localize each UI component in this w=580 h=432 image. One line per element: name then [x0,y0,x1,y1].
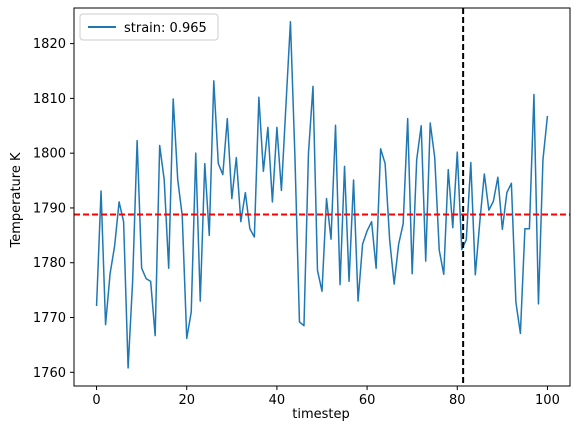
series-line-0 [95,20,549,369]
y-tick-label-1780: 1780 [33,256,66,271]
x-axis-label: timestep [292,407,350,422]
x-tick-label-40: 40 [269,393,286,408]
x-tick-label-100: 100 [535,393,560,408]
y-tick-label-1820: 1820 [33,37,66,52]
y-tick-label-1790: 1790 [33,201,66,216]
plot-area: 0 20 40 60 80 100 1760 1770 1780 1790 1800 1810 1820… [33,7,571,408]
y-tick-label-1770: 1770 [33,311,66,326]
y-tick-label-1810: 1810 [33,92,66,107]
legend-label-0: strain: 0.965 [124,21,207,36]
x-tick-label-60: 60 [359,393,376,408]
plot-frame [73,7,571,387]
x-tick-label-20: 20 [178,393,195,408]
x-tick-label-0: 0 [92,393,100,408]
legend-box [79,13,219,41]
y-axis-label: Temperature K [9,152,24,248]
x-tick-label-80: 80 [449,393,466,408]
y-tick-label-1760: 1760 [33,366,66,381]
y-tick-label-1800: 1800 [33,147,66,162]
